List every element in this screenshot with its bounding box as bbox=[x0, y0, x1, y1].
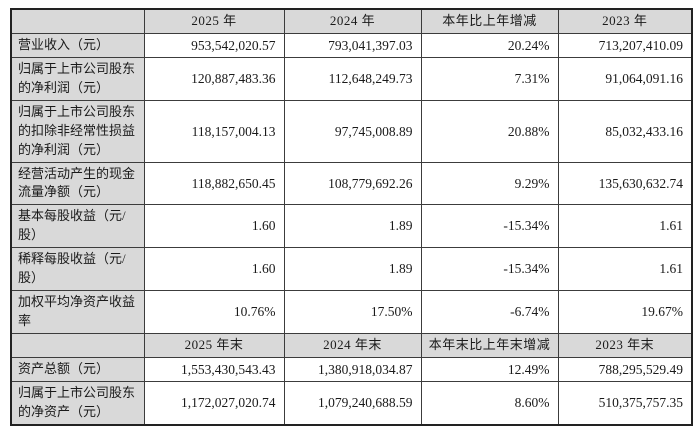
value-2024: 112,648,249.73 bbox=[283, 57, 422, 102]
table-row-revenue: 营业收入（元） 953,542,020.57 793,041,397.03 20… bbox=[10, 32, 693, 59]
row-label: 稀释每股收益（元/股） bbox=[10, 247, 145, 291]
value-2024: 97,745,008.89 bbox=[283, 100, 422, 163]
value-2025: 1.60 bbox=[143, 247, 285, 291]
value-2024: 1.89 bbox=[283, 204, 422, 248]
table-row-net-assets: 归属于上市公司股东的净资产（元） 1,172,027,020.74 1,079,… bbox=[10, 381, 693, 426]
value-yoy-change: -15.34% bbox=[420, 204, 559, 248]
value-yoy-change: 20.88% bbox=[420, 100, 559, 163]
col-header-2024-end: 2024 年末 bbox=[283, 332, 422, 358]
value-yoy-end-change: 12.49% bbox=[420, 356, 559, 383]
table-row-net-profit-excl-nonrecurring: 归属于上市公司股东的扣除非经常性损益的净利润（元） 118,157,004.13… bbox=[10, 100, 693, 163]
value-yoy-change: 7.31% bbox=[420, 57, 559, 102]
row-label: 加权平均净资产收益率 bbox=[10, 289, 145, 334]
value-2023: 1.61 bbox=[557, 204, 693, 248]
table-row-operating-cash-flow: 经营活动产生的现金流量净额（元） 118,882,650.45 108,779,… bbox=[10, 161, 693, 206]
row-label: 归属于上市公司股东的扣除非经常性损益的净利润（元） bbox=[10, 100, 145, 163]
value-2025: 118,157,004.13 bbox=[143, 100, 285, 163]
row-label: 营业收入（元） bbox=[10, 32, 145, 59]
value-2025-end: 1,553,430,543.43 bbox=[143, 356, 285, 383]
col-header-2025-end: 2025 年末 bbox=[143, 332, 285, 358]
table-row-net-profit: 归属于上市公司股东的净利润（元） 120,887,483.36 112,648,… bbox=[10, 57, 693, 102]
table-row-total-assets: 资产总额（元） 1,553,430,543.43 1,380,918,034.8… bbox=[10, 356, 693, 383]
financial-summary-table: 2025 年 2024 年 本年比上年增减 2023 年 营业收入（元） 953… bbox=[10, 8, 693, 426]
table-row-weighted-avg-roe: 加权平均净资产收益率 10.76% 17.50% -6.74% 19.67% bbox=[10, 289, 693, 334]
row-label: 经营活动产生的现金流量净额（元） bbox=[10, 161, 145, 206]
value-2025: 1.60 bbox=[143, 204, 285, 248]
value-yoy-change: -6.74% bbox=[420, 289, 559, 334]
value-2025: 10.76% bbox=[143, 289, 285, 334]
value-2023: 85,032,433.16 bbox=[557, 100, 693, 163]
value-2023-end: 788,295,529.49 bbox=[557, 356, 693, 383]
row-label: 基本每股收益（元/股） bbox=[10, 204, 145, 248]
row-label: 资产总额（元） bbox=[10, 356, 145, 383]
value-2023: 1.61 bbox=[557, 247, 693, 291]
value-yoy-change: -15.34% bbox=[420, 247, 559, 291]
col-header-yoy-end-change: 本年末比上年末增减 bbox=[420, 332, 559, 358]
value-2024: 793,041,397.03 bbox=[283, 32, 422, 59]
col-header-2025: 2025 年 bbox=[143, 8, 285, 34]
value-2023: 713,207,410.09 bbox=[557, 32, 693, 59]
value-2025-end: 1,172,027,020.74 bbox=[143, 381, 285, 426]
value-2024: 1.89 bbox=[283, 247, 422, 291]
col-header-2023-end: 2023 年末 bbox=[557, 332, 693, 358]
value-2024: 17.50% bbox=[283, 289, 422, 334]
year-header-row: 2025 年 2024 年 本年比上年增减 2023 年 bbox=[10, 8, 693, 34]
row-label: 归属于上市公司股东的净利润（元） bbox=[10, 57, 145, 102]
row-label: 归属于上市公司股东的净资产（元） bbox=[10, 381, 145, 426]
table-row-diluted-eps: 稀释每股收益（元/股） 1.60 1.89 -15.34% 1.61 bbox=[10, 247, 693, 291]
value-2024: 108,779,692.26 bbox=[283, 161, 422, 206]
value-2023: 135,630,632.74 bbox=[557, 161, 693, 206]
value-2025: 120,887,483.36 bbox=[143, 57, 285, 102]
value-2023: 19.67% bbox=[557, 289, 693, 334]
year-end-header-row: 2025 年末 2024 年末 本年末比上年末增减 2023 年末 bbox=[10, 332, 693, 358]
value-yoy-end-change: 8.60% bbox=[420, 381, 559, 426]
value-2023: 91,064,091.16 bbox=[557, 57, 693, 102]
value-2025: 953,542,020.57 bbox=[143, 32, 285, 59]
value-2024-end: 1,079,240,688.59 bbox=[283, 381, 422, 426]
value-2025: 118,882,650.45 bbox=[143, 161, 285, 206]
col-header-2023: 2023 年 bbox=[557, 8, 693, 34]
value-yoy-change: 20.24% bbox=[420, 32, 559, 59]
col-header-2024: 2024 年 bbox=[283, 8, 422, 34]
table-row-basic-eps: 基本每股收益（元/股） 1.60 1.89 -15.34% 1.61 bbox=[10, 204, 693, 248]
col-header-yoy-change: 本年比上年增减 bbox=[420, 8, 559, 34]
value-2024-end: 1,380,918,034.87 bbox=[283, 356, 422, 383]
value-yoy-change: 9.29% bbox=[420, 161, 559, 206]
corner-cell bbox=[10, 332, 145, 358]
value-2023-end: 510,375,757.35 bbox=[557, 381, 693, 426]
corner-cell bbox=[10, 8, 145, 34]
